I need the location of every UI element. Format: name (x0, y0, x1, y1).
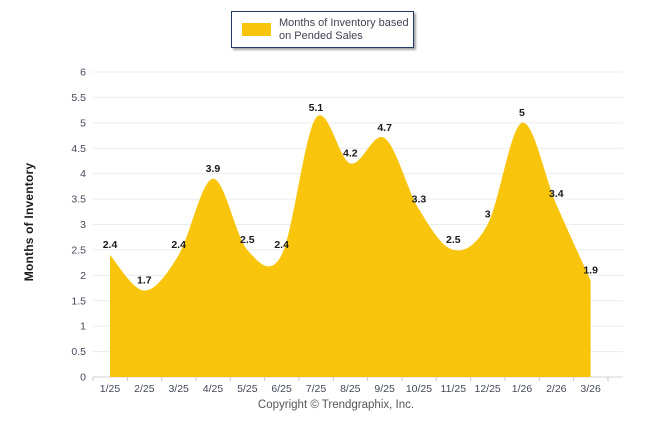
data-label: 2.5 (446, 234, 461, 246)
x-tick-label: 5/25 (237, 383, 258, 395)
x-tick-label: 4/25 (203, 383, 224, 395)
x-tick-label: 2/26 (546, 383, 567, 395)
x-tick-label: 12/25 (474, 383, 500, 395)
y-tick-label: 3 (80, 219, 86, 231)
y-tick-label: 2.5 (71, 244, 86, 256)
data-label: 3 (485, 209, 491, 221)
copyright-note: Copyright © Trendgraphix, Inc. (257, 399, 415, 411)
x-tick-label: 3/25 (168, 383, 189, 395)
data-label: 2.4 (274, 239, 289, 251)
x-tick-label: 3/26 (580, 383, 601, 395)
legend: Months of Inventory based on Pended Sale… (231, 11, 414, 48)
data-label: 1.7 (137, 275, 152, 287)
y-tick-label: 1 (80, 321, 86, 333)
x-tick-label: 11/25 (441, 383, 467, 395)
area-series (110, 115, 591, 378)
y-tick-label: 6 (80, 67, 86, 79)
legend-label: Months of Inventory based on Pended Sale… (279, 16, 409, 42)
x-tick-label: 1/26 (512, 383, 533, 395)
y-tick-label: 5 (80, 117, 86, 129)
y-tick-label: 0 (80, 372, 86, 384)
x-tick-label: 9/25 (374, 383, 395, 395)
x-tick-label: 6/25 (271, 383, 292, 395)
x-tick-label: 2/25 (134, 383, 155, 395)
x-tick-label: 10/25 (406, 383, 432, 395)
data-label: 5.1 (309, 102, 324, 114)
y-tick-label: 0.5 (71, 346, 86, 358)
y-axis-title: Months of Inventory (22, 162, 36, 282)
y-tick-label: 1.5 (71, 295, 86, 307)
data-label: 4.2 (343, 148, 358, 160)
data-label: 1.9 (583, 264, 598, 276)
data-label: 2.4 (171, 239, 186, 251)
data-label: 4.7 (377, 122, 392, 134)
y-tick-label: 5.5 (71, 92, 86, 104)
x-tick-label: 8/25 (340, 383, 361, 395)
legend-swatch (242, 23, 271, 36)
data-label: 3.3 (412, 193, 427, 205)
data-label: 2.5 (240, 234, 255, 246)
y-tick-label: 4 (80, 168, 86, 180)
data-label: 5 (519, 107, 525, 119)
x-tick-label: 7/25 (306, 383, 327, 395)
y-tick-label: 2 (80, 270, 86, 282)
y-tick-label: 3.5 (71, 194, 86, 206)
data-label: 3.9 (206, 163, 221, 175)
data-label: 3.4 (549, 188, 564, 200)
data-label: 2.4 (103, 239, 118, 251)
x-tick-label: 1/25 (100, 383, 121, 395)
y-tick-label: 4.5 (71, 143, 86, 155)
